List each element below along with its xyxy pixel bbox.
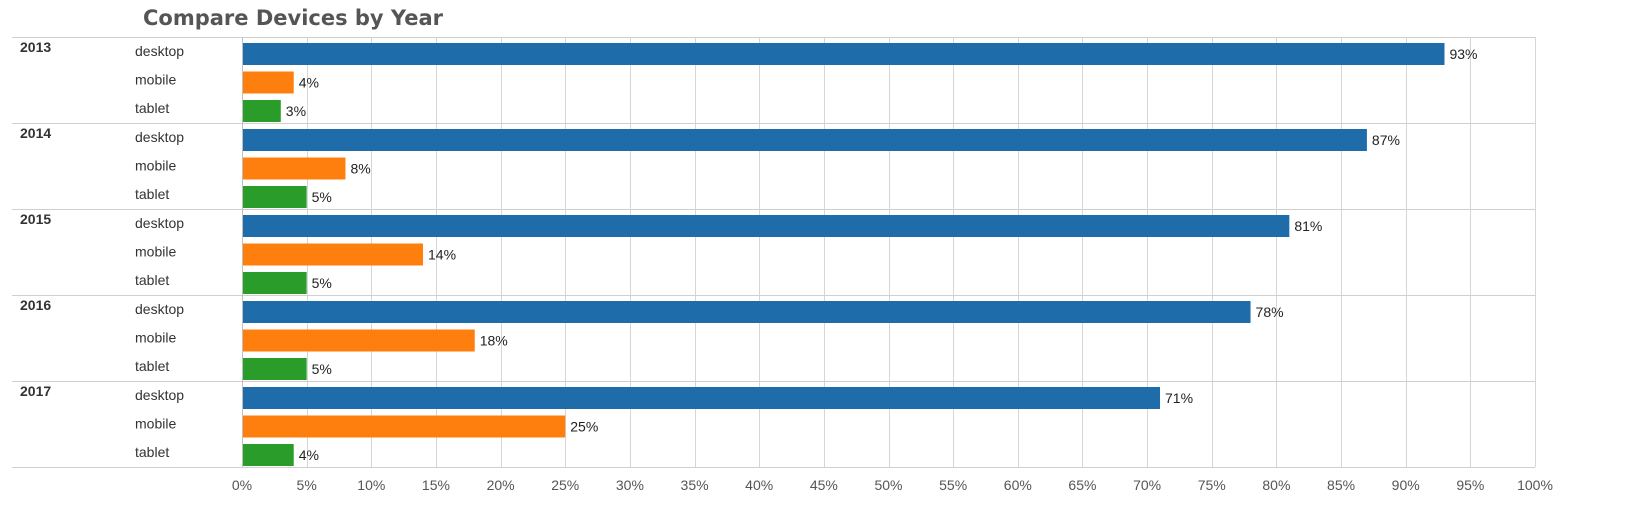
bar-2015-mobile <box>243 243 424 266</box>
bar-2013-mobile <box>243 71 294 94</box>
value-label: 78% <box>1256 304 1284 320</box>
x-axis: 0% 5% 10% 15% 20% 25% 30% 35% 40% 45% 50% 55% 60% 65%… <box>232 37 1553 493</box>
value-label: 5% <box>312 361 332 377</box>
device-label: desktop <box>135 215 184 231</box>
row-labels: 2013 desktop mobile tablet 2014 desktop mobile… <box>20 39 184 460</box>
bar-2014-tablet <box>243 186 307 208</box>
device-label: mobile <box>135 416 176 432</box>
x-tick-label: 55% <box>939 477 967 493</box>
value-label: 71% <box>1165 390 1193 406</box>
device-label: mobile <box>135 244 176 260</box>
x-tick-label: 60% <box>1004 477 1032 493</box>
device-label: mobile <box>135 330 176 346</box>
x-tick-label: 25% <box>551 477 579 493</box>
device-label: tablet <box>135 272 169 288</box>
device-label: tablet <box>135 100 169 116</box>
year-separators <box>12 37 1535 468</box>
device-label: tablet <box>135 444 169 460</box>
x-tick-label: 5% <box>297 477 317 493</box>
x-tick-label: 65% <box>1068 477 1096 493</box>
bar-2016-desktop <box>243 301 1251 323</box>
bar-2014-desktop <box>243 129 1367 151</box>
chart-title: Compare Devices by Year <box>143 6 444 30</box>
value-label: 4% <box>299 75 319 91</box>
value-label: 25% <box>570 419 598 435</box>
x-tick-label: 0% <box>232 477 252 493</box>
value-label: 18% <box>480 333 508 349</box>
value-label: 14% <box>428 247 456 263</box>
bar-2015-tablet <box>243 272 307 294</box>
year-label: 2013 <box>20 39 51 55</box>
x-tick-label: 90% <box>1392 477 1420 493</box>
x-tick-label: 80% <box>1262 477 1290 493</box>
value-label: 8% <box>350 161 370 177</box>
value-label: 93% <box>1449 46 1477 62</box>
year-label: 2014 <box>20 125 51 141</box>
value-label: 87% <box>1372 132 1400 148</box>
bar-2016-tablet <box>243 358 307 380</box>
device-label: desktop <box>135 387 184 403</box>
x-tick-label: 20% <box>487 477 515 493</box>
device-label: desktop <box>135 301 184 317</box>
value-label: 4% <box>299 447 319 463</box>
x-tick-label: 50% <box>874 477 902 493</box>
device-label: tablet <box>135 186 169 202</box>
x-tick-label: 10% <box>357 477 385 493</box>
year-label: 2015 <box>20 211 51 227</box>
bar-2014-mobile <box>243 157 346 180</box>
x-tick-label: 45% <box>810 477 838 493</box>
bar-2017-tablet <box>243 444 294 466</box>
bar-2013-desktop <box>243 43 1445 65</box>
bar-2015-desktop <box>243 215 1290 237</box>
bars <box>243 43 1445 466</box>
bar-2017-mobile <box>243 415 566 438</box>
value-label: 81% <box>1294 218 1322 234</box>
x-tick-label: 15% <box>422 477 450 493</box>
x-tick-label: 40% <box>745 477 773 493</box>
device-label: mobile <box>135 158 176 174</box>
value-label: 5% <box>312 189 332 205</box>
x-tick-label: 75% <box>1198 477 1226 493</box>
x-tick-label: 100% <box>1517 477 1553 493</box>
year-label: 2017 <box>20 383 51 399</box>
x-tick-label: 35% <box>681 477 709 493</box>
bar-2016-mobile <box>243 329 475 352</box>
device-label: desktop <box>135 43 184 59</box>
year-label: 2016 <box>20 297 51 313</box>
value-labels: 93% 4% 3% 87% 8% 5% 81% 14% 5% 78% 18% 5% 71% 25% 4% <box>286 46 1478 463</box>
value-label: 5% <box>312 275 332 291</box>
x-tick-label: 70% <box>1133 477 1161 493</box>
x-tick-label: 30% <box>616 477 644 493</box>
value-label: 3% <box>286 103 306 119</box>
x-tick-label: 95% <box>1456 477 1484 493</box>
device-label: mobile <box>135 72 176 88</box>
device-label: tablet <box>135 358 169 374</box>
device-label: desktop <box>135 129 184 145</box>
bar-2017-desktop <box>243 387 1161 409</box>
bar-2013-tablet <box>243 100 281 122</box>
x-tick-label: 85% <box>1327 477 1355 493</box>
